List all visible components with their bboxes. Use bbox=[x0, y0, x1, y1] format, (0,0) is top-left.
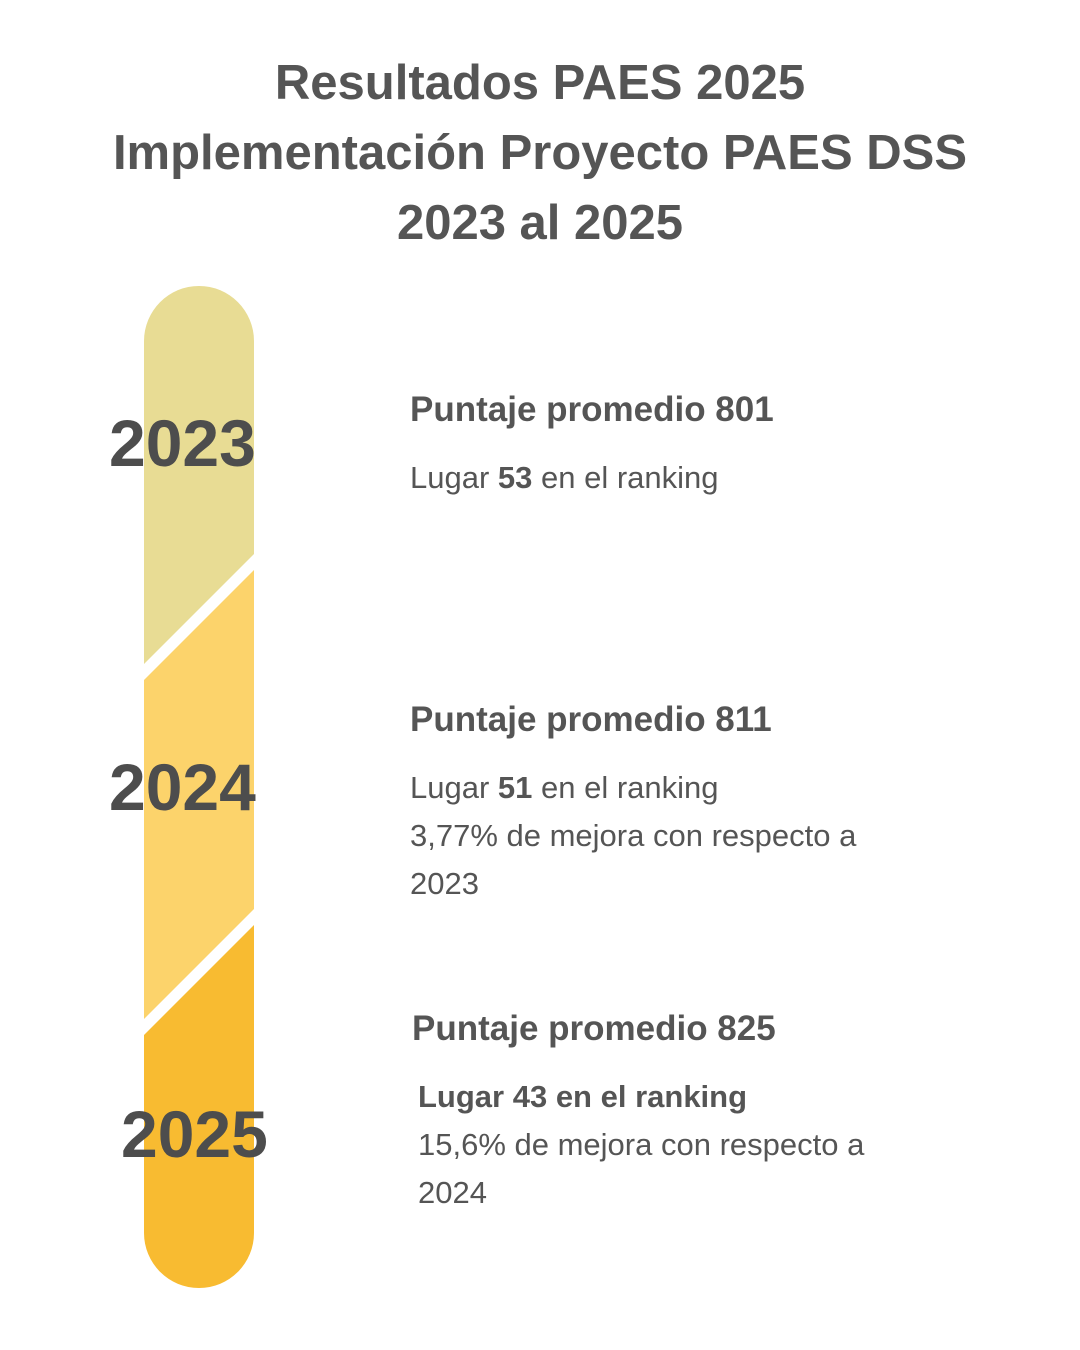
title-line-3: 2023 al 2025 bbox=[396, 196, 684, 250]
entry-improvement: 3,77% de mejora con respecto a 2023 bbox=[410, 818, 857, 901]
rank-value: 51 bbox=[497, 770, 533, 805]
entry-2025: Puntaje promedio 825 Lugar 43 en el rank… bbox=[412, 1009, 972, 1217]
rank-value: 53 bbox=[497, 460, 533, 495]
entry-improvement: 15,6% de mejora con respecto a 2024 bbox=[418, 1127, 865, 1210]
timeline-segment-2023 bbox=[144, 286, 254, 668]
entry-heading: Puntaje promedio 825 bbox=[412, 1009, 776, 1048]
entry-rank: Lugar 53 en el ranking bbox=[410, 454, 970, 502]
timeline-segment-2024 bbox=[144, 564, 254, 1023]
entry-2023: Puntaje promedio 801 Lugar 53 en el rank… bbox=[410, 390, 970, 502]
rank-suffix: en el ranking bbox=[532, 770, 719, 805]
title-line-2: Implementación Proyecto PAES DSS bbox=[112, 126, 968, 180]
entry-heading: Puntaje promedio 801 bbox=[410, 390, 774, 429]
rank-suffix: en el ranking bbox=[532, 460, 719, 495]
timeline-segment-2025 bbox=[144, 919, 254, 1288]
year-label-2025: 2025 bbox=[121, 1097, 268, 1171]
rank-prefix: Lugar bbox=[410, 460, 498, 495]
entry-2024: Puntaje promedio 811 Lugar 51 en el rank… bbox=[410, 700, 970, 908]
rank-prefix: Lugar bbox=[410, 770, 498, 805]
entry-rank: Lugar 51 en el ranking bbox=[410, 764, 970, 812]
page-title: Resultados PAES 2025 Implementación Proy… bbox=[0, 48, 1080, 258]
entry-heading: Puntaje promedio 811 bbox=[410, 700, 772, 739]
year-label-2024: 2024 bbox=[109, 750, 256, 824]
title-line-1: Resultados PAES 2025 bbox=[274, 56, 806, 110]
year-label-2023: 2023 bbox=[109, 406, 256, 480]
entry-rank: Lugar 43 en el ranking bbox=[418, 1079, 748, 1114]
